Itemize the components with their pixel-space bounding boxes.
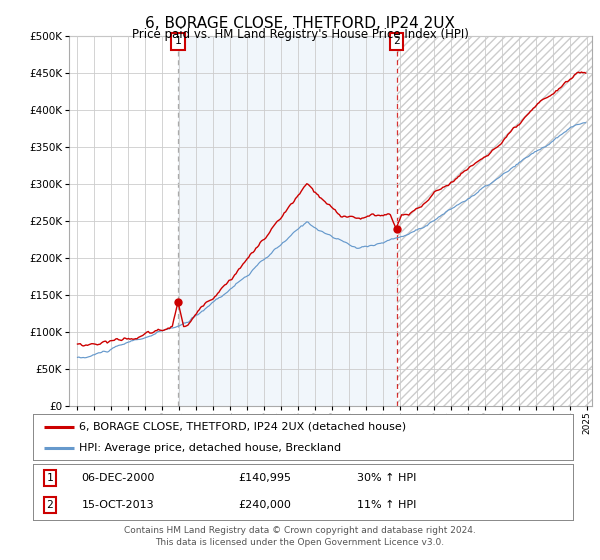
Text: Contains HM Land Registry data © Crown copyright and database right 2024.: Contains HM Land Registry data © Crown c… [124,526,476,535]
Text: Price paid vs. HM Land Registry's House Price Index (HPI): Price paid vs. HM Land Registry's House … [131,28,469,41]
Text: £240,000: £240,000 [238,500,291,510]
Text: 11% ↑ HPI: 11% ↑ HPI [357,500,416,510]
Text: HPI: Average price, detached house, Breckland: HPI: Average price, detached house, Brec… [79,443,341,453]
Text: 2: 2 [394,36,400,46]
Text: 6, BORAGE CLOSE, THETFORD, IP24 2UX: 6, BORAGE CLOSE, THETFORD, IP24 2UX [145,16,455,31]
Bar [178,36,397,406]
Text: £140,995: £140,995 [238,473,291,483]
Text: 30% ↑ HPI: 30% ↑ HPI [357,473,416,483]
Text: 6, BORAGE CLOSE, THETFORD, IP24 2UX (detached house): 6, BORAGE CLOSE, THETFORD, IP24 2UX (det… [79,422,406,432]
Text: 06-DEC-2000: 06-DEC-2000 [82,473,155,483]
Text: This data is licensed under the Open Government Licence v3.0.: This data is licensed under the Open Gov… [155,538,445,547]
Text: 1: 1 [175,36,181,46]
Text: 15-OCT-2013: 15-OCT-2013 [82,500,154,510]
Bar [397,36,600,406]
Text: 2: 2 [47,500,53,510]
Bar [397,36,600,406]
Text: 1: 1 [47,473,53,483]
